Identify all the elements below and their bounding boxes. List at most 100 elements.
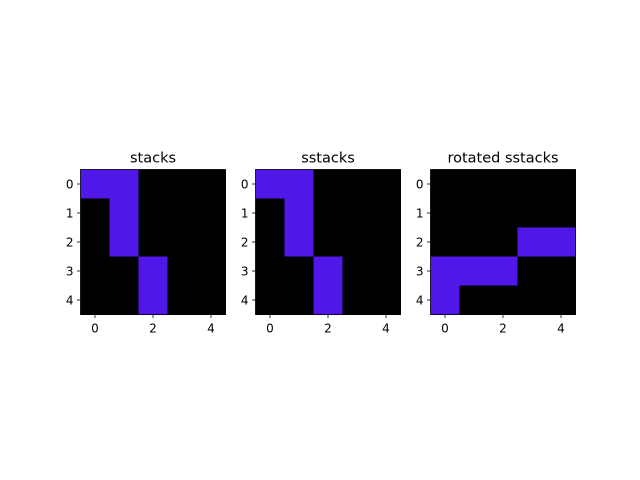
heatmap-cell [459, 169, 489, 199]
x-tick-label: 2 [499, 322, 507, 336]
y-tick-label: 2 [241, 236, 249, 250]
heatmap-cell [517, 285, 547, 315]
panel-title: stacks [130, 151, 176, 167]
heatmap-cell [109, 227, 139, 257]
y-tick-label: 3 [66, 265, 74, 279]
heatmap-cell [255, 227, 285, 257]
heatmap-cell [342, 169, 372, 199]
y-tick-label: 1 [416, 207, 424, 221]
heatmap-cell [255, 285, 285, 315]
y-tick-label: 1 [66, 207, 74, 221]
heatmap-cell [459, 285, 489, 315]
heatmap-cell [109, 169, 139, 199]
heatmap-cell [196, 285, 226, 315]
heatmap-cell [546, 169, 576, 199]
heatmap-cell [459, 198, 489, 228]
x-tick-label: 0 [441, 322, 449, 336]
heatmap-cell [284, 198, 314, 228]
panel-title: rotated sstacks [447, 151, 558, 167]
heatmap-cell [517, 227, 547, 257]
heatmap-cell [371, 169, 401, 199]
heatmap-cell [138, 198, 168, 228]
heatmap-cell [488, 227, 518, 257]
heatmap-cell [313, 169, 343, 199]
y-tick-label: 4 [66, 294, 74, 308]
heatmap-cell [196, 256, 226, 286]
heatmap-cell [80, 285, 110, 315]
heatmap-cell [196, 227, 226, 257]
heatmap-cell [517, 256, 547, 286]
heatmap-cell [138, 169, 168, 199]
heatmap-cell [371, 285, 401, 315]
heatmap-cell [80, 198, 110, 228]
x-tick-label: 4 [557, 322, 565, 336]
y-tick-label: 4 [241, 294, 249, 308]
x-tick-label: 0 [266, 322, 274, 336]
heatmap-cell [313, 198, 343, 228]
heatmap-cell [167, 198, 197, 228]
heatmap-cell [371, 227, 401, 257]
y-tick-label: 2 [66, 236, 74, 250]
heatmap-cell [313, 256, 343, 286]
heatmap-cell [138, 256, 168, 286]
heatmap-cell [488, 285, 518, 315]
heatmap-cell [488, 198, 518, 228]
x-tick-label: 0 [91, 322, 99, 336]
y-tick-label: 0 [416, 178, 424, 192]
heatmap-cell [167, 256, 197, 286]
heatmap-cell [80, 256, 110, 286]
heatmap-cell [430, 285, 460, 315]
heatmap-cell [342, 285, 372, 315]
heatmap-cell [80, 227, 110, 257]
x-tick-label: 2 [324, 322, 332, 336]
heatmap-cell [459, 256, 489, 286]
heatmap-cell [488, 256, 518, 286]
heatmap-cell [138, 227, 168, 257]
panel-title: sstacks [301, 151, 355, 167]
heatmap-cell [546, 198, 576, 228]
heatmap-cell [255, 198, 285, 228]
heatmap-panel-1: stacks 0 1 2 3 4 0 2 4 [66, 151, 226, 336]
y-tick-label: 3 [241, 265, 249, 279]
y-tick-label: 0 [66, 178, 74, 192]
heatmap-cell [284, 256, 314, 286]
heatmap-cell [196, 198, 226, 228]
heatmap-cell [459, 227, 489, 257]
heatmap-cell [430, 198, 460, 228]
heatmap-cell [109, 285, 139, 315]
heatmap-cell [342, 256, 372, 286]
heatmap-cell [255, 256, 285, 286]
heatmap-cell [284, 227, 314, 257]
heatmap-cell [430, 169, 460, 199]
heatmap-cell [342, 198, 372, 228]
heatmap-cell [167, 227, 197, 257]
heatmap-cell [546, 227, 576, 257]
heatmap-cell [546, 285, 576, 315]
heatmap-panel-3: rotated sstacks 0 1 2 3 4 0 2 4 [416, 151, 576, 336]
x-tick-label: 2 [149, 322, 157, 336]
heatmap-cell [430, 227, 460, 257]
x-tick-label: 4 [382, 322, 390, 336]
heatmap-cell [80, 169, 110, 199]
heatmap-cell [371, 256, 401, 286]
heatmap-cell [517, 198, 547, 228]
heatmap-cell [313, 227, 343, 257]
heatmap-cell [167, 169, 197, 199]
y-tick-label: 2 [416, 236, 424, 250]
heatmap-cell [167, 285, 197, 315]
heatmap-cell [517, 169, 547, 199]
heatmap-cell [109, 256, 139, 286]
heatmap-cell [255, 169, 285, 199]
y-tick-label: 3 [416, 265, 424, 279]
heatmap-cell [371, 198, 401, 228]
x-tick-label: 4 [207, 322, 215, 336]
heatmap-panel-2: sstacks 0 1 2 3 4 0 2 4 [241, 151, 401, 336]
heatmap-cell [284, 285, 314, 315]
heatmap-cell [488, 169, 518, 199]
y-tick-label: 4 [416, 294, 424, 308]
heatmap-cell [342, 227, 372, 257]
heatmap-cell [284, 169, 314, 199]
heatmap-cell [430, 256, 460, 286]
y-tick-label: 0 [241, 178, 249, 192]
